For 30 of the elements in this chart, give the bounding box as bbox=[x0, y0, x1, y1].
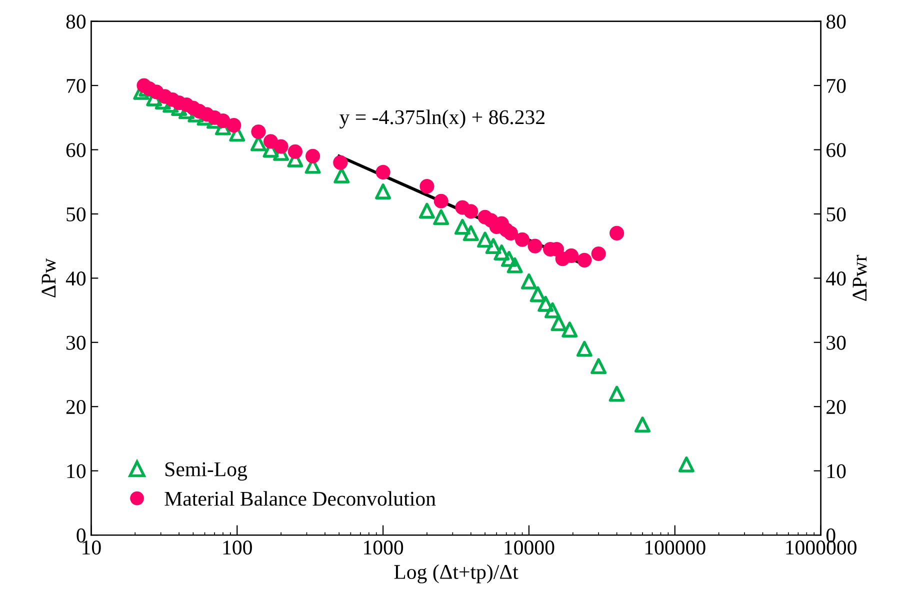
y2-tick-label: 40 bbox=[826, 272, 846, 286]
y2-tick-label: 50 bbox=[826, 207, 846, 222]
y2-axis-title: ΔPwr bbox=[852, 254, 867, 301]
y-tick-label: 60 bbox=[66, 143, 86, 158]
y-tick-label: 0 bbox=[76, 528, 86, 542]
y-tick-label: 70 bbox=[66, 78, 86, 93]
x-tick-label: 1000 bbox=[364, 540, 404, 555]
y2-tick-label: 10 bbox=[827, 464, 846, 478]
x-tick-label: 100000 bbox=[645, 540, 706, 555]
y-tick-label: 40 bbox=[66, 272, 86, 286]
x-tick-label: 1000000 bbox=[786, 540, 856, 555]
y2-tick-label: 20 bbox=[826, 400, 846, 414]
y2-tick-label: 70 bbox=[827, 78, 846, 93]
y-axis-title: ΔPw bbox=[42, 258, 56, 298]
legend-label: Semi-Log bbox=[166, 462, 248, 481]
y2-tick-label: 30 bbox=[826, 336, 846, 350]
y-tick-label: 10 bbox=[67, 464, 86, 478]
x-tick-label: 10 bbox=[82, 540, 101, 555]
annotation: y = -4.375ln(x) + 86.232 bbox=[340, 110, 544, 129]
y2-tick-label: 0 bbox=[826, 528, 836, 542]
y2-tick-label: 80 bbox=[826, 14, 846, 29]
y2-tick-label: 60 bbox=[826, 143, 846, 158]
y-tick-label: 30 bbox=[66, 336, 86, 350]
legend-label: Material Balance Deconvolution bbox=[164, 491, 436, 506]
y-tick-label: 80 bbox=[66, 14, 86, 29]
x-axis-title: Log (Δt+tp)/Δt bbox=[394, 564, 518, 584]
x-tick-label: 10000 bbox=[504, 540, 554, 555]
x-tick-label: 100 bbox=[223, 540, 252, 555]
y-tick-label: 50 bbox=[66, 207, 86, 222]
y-tick-label: 20 bbox=[66, 400, 86, 414]
